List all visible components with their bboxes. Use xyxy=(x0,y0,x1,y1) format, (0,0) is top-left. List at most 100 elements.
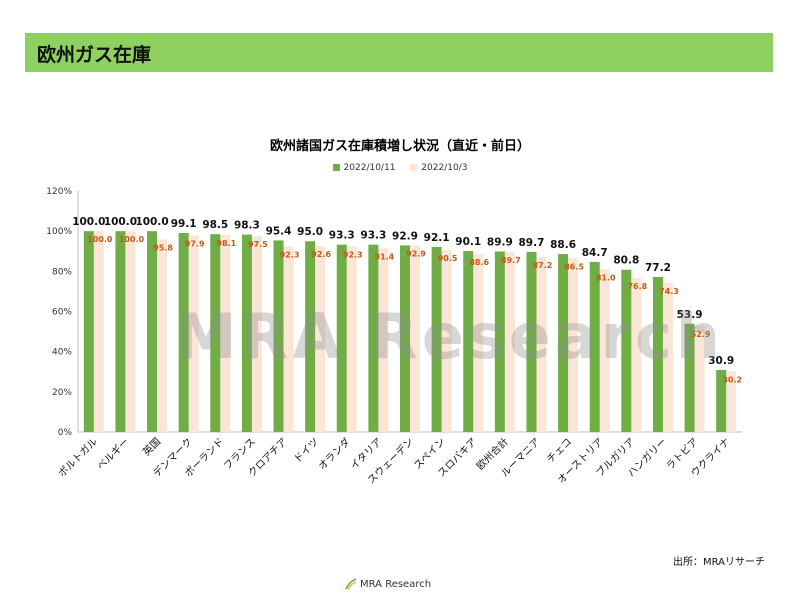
bar-previous xyxy=(251,236,262,432)
bar-previous xyxy=(283,246,294,432)
data-label-current: 89.7 xyxy=(519,237,545,249)
chart-title: 欧州諸国ガス在庫積増し状況（直近・前日） xyxy=(269,139,530,154)
data-label-previous: 86.5 xyxy=(564,262,584,271)
data-label-current: 98.3 xyxy=(234,220,260,232)
bar-previous xyxy=(125,231,136,432)
data-label-current: 92.1 xyxy=(424,232,450,244)
legend-label-previous: 2022/10/3 xyxy=(421,163,468,173)
y-tick-label: 100% xyxy=(46,227,72,237)
data-label-previous: 92.6 xyxy=(311,250,331,259)
data-label-current: 95.4 xyxy=(266,225,292,237)
data-label-previous: 89.7 xyxy=(501,256,521,265)
data-label-previous: 87.2 xyxy=(533,261,553,270)
source-note: 出所：MRAリサーチ xyxy=(672,557,765,568)
bar-current xyxy=(494,251,505,432)
bar-previous xyxy=(93,231,104,432)
bar-previous xyxy=(378,248,389,432)
legend-item-current: 2022/10/11 xyxy=(332,163,395,173)
data-label-current: 99.1 xyxy=(171,218,197,230)
bar-current xyxy=(400,245,410,432)
page-title: 欧州ガス在庫 xyxy=(37,44,152,66)
bar-current xyxy=(716,369,727,432)
bar-previous xyxy=(726,371,737,432)
data-label-previous: 92.3 xyxy=(343,251,363,260)
bar-current xyxy=(684,323,695,432)
data-label-current: 89.9 xyxy=(487,236,513,248)
bar-current xyxy=(305,241,316,432)
bar-previous xyxy=(631,277,642,432)
bar-previous xyxy=(346,246,357,432)
legend: 2022/10/11 2022/10/3 xyxy=(0,163,800,173)
x-tick-label: オランダ xyxy=(315,435,352,472)
data-label-previous: 76.8 xyxy=(627,282,647,291)
footer-logo: MRA Research xyxy=(345,578,431,590)
x-tick-label: ドイツ xyxy=(292,436,321,465)
bar-previous xyxy=(536,256,547,432)
bar-current xyxy=(652,276,663,432)
x-tick-label: ベルギー xyxy=(95,436,132,473)
data-label-previous: 95.8 xyxy=(153,244,173,253)
bar-current xyxy=(115,231,126,432)
data-label-current: 80.8 xyxy=(613,255,639,267)
data-label-current: 95.0 xyxy=(297,226,323,238)
y-tick-label: 40% xyxy=(52,348,72,358)
bar-current xyxy=(210,234,221,432)
bar-current xyxy=(336,244,347,432)
bar-previous xyxy=(315,246,326,432)
bar-current xyxy=(526,251,537,432)
data-label-current: 98.5 xyxy=(202,219,228,231)
data-label-previous: 97.9 xyxy=(185,239,205,248)
data-label-current: 90.1 xyxy=(455,236,481,248)
data-label-previous: 30.2 xyxy=(722,375,742,384)
legend-swatch-previous xyxy=(410,164,418,171)
bar-previous xyxy=(220,234,231,432)
data-label-current: 92.9 xyxy=(392,230,418,242)
data-label-current: 77.2 xyxy=(645,262,671,274)
bar-previous xyxy=(662,282,673,432)
data-label-current: 84.7 xyxy=(582,247,608,259)
bar-previous xyxy=(504,251,515,432)
bar-current xyxy=(621,269,632,432)
data-label-previous: 52.9 xyxy=(691,330,711,339)
legend-swatch-current xyxy=(332,164,340,171)
bar-current xyxy=(463,251,474,432)
bar-previous xyxy=(599,269,610,432)
footer-logo-text: MRA Research xyxy=(360,579,432,590)
data-label-current: 93.3 xyxy=(360,230,386,242)
bar-previous xyxy=(188,235,199,432)
data-label-current: 88.6 xyxy=(550,239,576,251)
data-label-current: 100.0 xyxy=(72,216,105,228)
data-label-previous: 91.4 xyxy=(375,252,395,261)
x-tick-label: 英国 xyxy=(140,435,163,458)
bar-current xyxy=(178,232,189,432)
bar-current xyxy=(589,261,600,432)
data-label-current: 53.9 xyxy=(677,309,703,321)
bar-previous xyxy=(157,239,168,432)
data-label-previous: 88.6 xyxy=(469,258,489,267)
y-tick-label: 60% xyxy=(52,308,72,318)
data-label-previous: 90.5 xyxy=(438,254,458,263)
y-tick-label: 20% xyxy=(52,388,72,398)
bar-previous xyxy=(568,258,579,432)
bar-current xyxy=(147,231,158,432)
bar-current xyxy=(273,240,284,432)
y-tick-label: 0% xyxy=(58,428,73,438)
bar-current xyxy=(368,244,379,432)
bar-previous xyxy=(441,250,452,432)
data-label-previous: 92.9 xyxy=(406,249,426,258)
data-label-current: 100.0 xyxy=(104,216,137,228)
bar-previous xyxy=(694,325,705,432)
x-tick-label: チェコ xyxy=(545,436,575,466)
bar-current xyxy=(431,247,442,432)
data-label-previous: 81.0 xyxy=(596,273,616,282)
data-label-previous: 98.1 xyxy=(216,239,236,248)
legend-item-previous: 2022/10/3 xyxy=(410,163,467,173)
data-label-current: 100.0 xyxy=(135,216,168,228)
header-bar: 欧州ガス在庫 xyxy=(25,33,773,72)
data-label-current: 30.9 xyxy=(708,355,734,367)
data-label-previous: 100.0 xyxy=(87,235,113,244)
y-tick-label: 120% xyxy=(46,187,72,197)
data-label-previous: 74.3 xyxy=(659,287,679,296)
y-tick-label: 80% xyxy=(52,267,72,277)
